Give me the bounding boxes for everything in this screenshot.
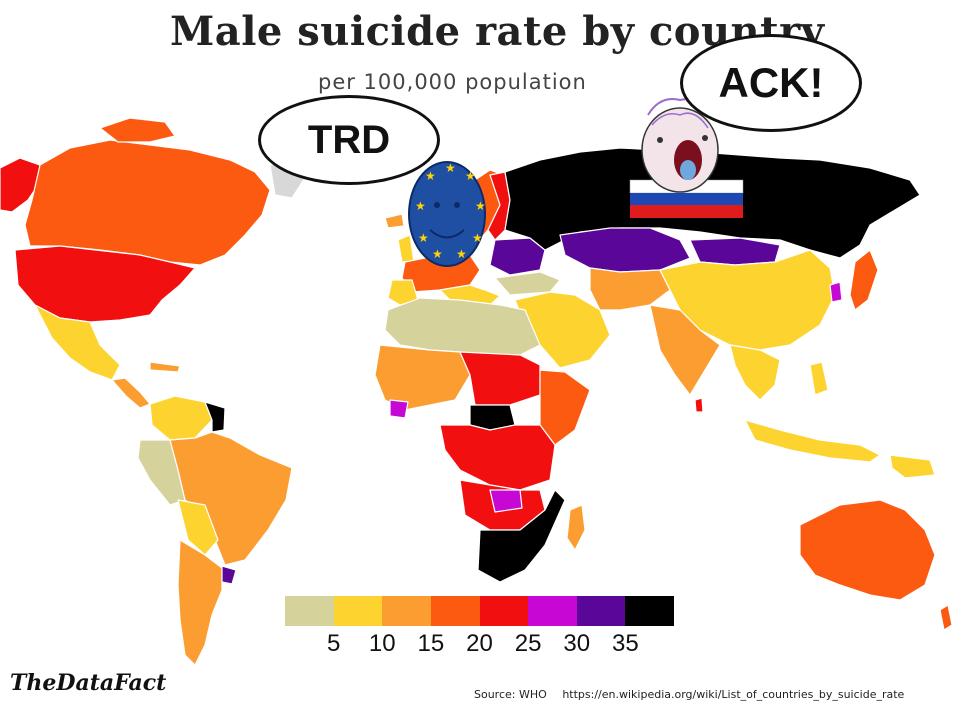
region-new-zealand xyxy=(939,604,953,631)
region-north-africa xyxy=(384,297,541,356)
legend-swatch xyxy=(333,596,383,626)
region-ivory-coast xyxy=(389,399,409,419)
svg-text:★: ★ xyxy=(472,231,483,245)
region-congo xyxy=(439,424,556,491)
region-central-america xyxy=(111,377,151,409)
region-iceland xyxy=(384,213,405,229)
region-colombia-venezuela xyxy=(149,395,213,441)
region-argentina-chile xyxy=(177,539,223,666)
region-chad-sudan xyxy=(459,351,541,406)
region-mongolia xyxy=(689,237,781,266)
region-arctic-isles xyxy=(99,117,176,143)
legend-swatch xyxy=(625,596,674,626)
region-indonesia xyxy=(744,419,881,463)
region-kazakhstan xyxy=(559,227,691,273)
legend-swatch xyxy=(576,596,626,626)
region-madagascar xyxy=(566,504,586,551)
region-horn-of-africa xyxy=(539,369,591,446)
legend-tick-label: 10 xyxy=(368,630,396,657)
region-west-africa xyxy=(374,344,471,411)
region-central-asia xyxy=(589,267,671,311)
svg-text:★: ★ xyxy=(475,199,486,213)
region-south-africa xyxy=(477,489,566,583)
region-philippines xyxy=(809,361,829,396)
region-caribbean xyxy=(149,361,181,373)
source-url: https://en.wikipedia.org/wiki/List_of_co… xyxy=(562,688,905,701)
source-label: Source: xyxy=(474,688,516,701)
region-turkey xyxy=(494,271,561,296)
map-subtitle: per 100,000 population xyxy=(318,70,587,94)
legend-tick-label: 15 xyxy=(417,630,445,657)
svg-text:★: ★ xyxy=(425,169,436,183)
eu-character: ★★★ ★ ★ ★ ★ ★ ★ xyxy=(408,161,486,267)
legend-tick-label: 30 xyxy=(563,630,591,657)
legend-swatch xyxy=(528,596,577,626)
region-india xyxy=(649,304,721,396)
legend-swatch xyxy=(382,596,431,626)
legend-tick-label: 35 xyxy=(612,630,639,657)
speech-bubble-ack: ACK! xyxy=(680,34,862,132)
svg-text:★: ★ xyxy=(456,247,467,261)
svg-text:★: ★ xyxy=(415,199,426,213)
region-canada xyxy=(24,139,271,266)
region-australia xyxy=(799,499,936,601)
svg-text:★: ★ xyxy=(465,169,476,183)
region-korea xyxy=(829,281,843,303)
svg-text:★: ★ xyxy=(418,231,429,245)
legend-ticks: 5 10 15 20 25 30 35 xyxy=(285,630,674,660)
svg-text:★: ★ xyxy=(432,247,443,261)
russian-character xyxy=(629,98,744,218)
color-legend xyxy=(285,596,674,626)
region-uruguay xyxy=(221,565,237,585)
legend-tick-label: 25 xyxy=(514,630,542,657)
source-line: Source: WHO https://en.wikipedia.org/wik… xyxy=(474,688,904,701)
region-uk xyxy=(397,234,415,263)
region-southeast-asia xyxy=(729,344,781,401)
source-value: WHO xyxy=(519,688,547,701)
legend-swatch xyxy=(479,596,529,626)
speech-bubble-trd: TRD xyxy=(258,95,440,185)
legend-swatch xyxy=(285,596,334,626)
region-japan xyxy=(849,249,879,311)
brand-logo: TheDataFact xyxy=(10,670,167,696)
region-bolivia-paraguay xyxy=(177,499,219,556)
svg-text:★: ★ xyxy=(445,161,456,175)
region-alaska xyxy=(0,157,41,213)
legend-tick-label: 20 xyxy=(466,630,493,657)
region-zambia xyxy=(489,489,523,513)
region-png xyxy=(889,454,936,479)
region-sri-lanka xyxy=(694,397,704,413)
legend-tick-label: 5 xyxy=(326,630,341,657)
region-mexico xyxy=(34,304,121,381)
legend-swatch xyxy=(430,596,480,626)
region-guyana-suriname xyxy=(204,401,226,433)
